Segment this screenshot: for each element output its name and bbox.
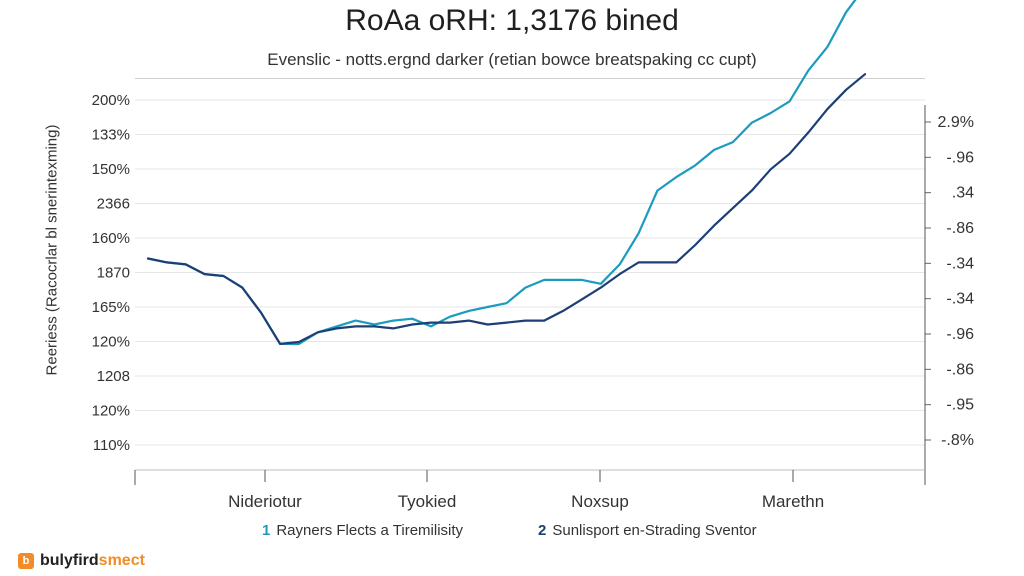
y-left-tick-label: 165% — [92, 299, 130, 316]
y-right-tick-label: .34 — [952, 185, 974, 202]
brand-logo: b bulyfirdsmect — [18, 552, 145, 570]
chart-title: RoAа oRH: 1,3176 bined — [345, 4, 679, 37]
x-tick-label: Tyokied — [398, 492, 457, 511]
legend-item-series-1: 1 Rayners Flects a Tiremilisity — [262, 522, 463, 539]
y-right-tick-label: -.34 — [946, 255, 974, 272]
y-right-tick-label: -.86 — [946, 361, 974, 378]
x-tick-label: Noxsup — [571, 492, 629, 511]
y-left-tick-label: 120% — [92, 334, 130, 351]
x-tick-label: Nideriotur — [228, 492, 302, 511]
legend-label: Rayners Flects a Tiremilisity — [276, 522, 464, 539]
y-left-tick-label: 150% — [92, 161, 130, 178]
x-tick-label: Marethn — [762, 492, 824, 511]
legend-number: 2 — [538, 522, 547, 539]
y-left-tick-label: 200% — [92, 92, 130, 109]
y-left-tick-label: 2366 — [97, 196, 130, 213]
y-right-tick-label: -.95 — [946, 397, 974, 414]
y-left-tick-label: 160% — [92, 230, 130, 247]
y-right-tick-label: -.86 — [946, 220, 974, 237]
header-divider — [135, 78, 925, 79]
y-right-tick-label: 2.9% — [938, 114, 974, 131]
legend-number: 1 — [262, 522, 271, 539]
y-right-tick-label: -.8% — [941, 432, 974, 449]
brand-name: bulyfirdsmect — [40, 552, 145, 569]
series-line-2 — [146, 73, 867, 345]
y-right-tick-label: -.96 — [946, 149, 974, 166]
y-right-tick-label: -.34 — [946, 291, 974, 308]
y-left-tick-label: 1870 — [97, 265, 130, 282]
y-left-tick-label: 120% — [92, 403, 130, 420]
legend-item-series-2: 2 Sunlisport en-Strading Sventor — [538, 522, 757, 539]
legend-label: Sunlisport en-Strading Sventor — [552, 522, 757, 539]
chart-subtitle: Evenslic - notts.ergnd darker (retian bo… — [267, 50, 757, 69]
logo-icon: b — [18, 553, 34, 569]
y-right-tick-label: -.96 — [946, 326, 974, 343]
y-left-tick-label: 133% — [92, 127, 130, 144]
y-left-tick-label: 110% — [93, 437, 130, 454]
series-line-1 — [146, 0, 857, 345]
y-left-tick-label: 1208 — [97, 368, 130, 385]
